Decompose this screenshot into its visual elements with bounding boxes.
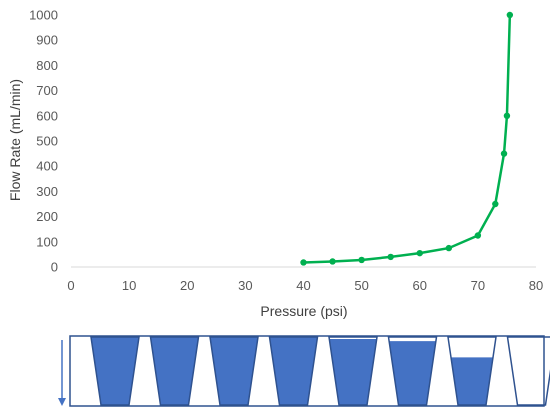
cup-fill bbox=[91, 337, 139, 405]
data-point bbox=[506, 11, 514, 19]
cup-fill bbox=[150, 337, 199, 405]
cup-outline bbox=[149, 336, 200, 406]
x-tick-label: 10 bbox=[122, 278, 136, 293]
down-arrow-icon bbox=[58, 398, 66, 406]
y-axis-title: Flow Rate (mL/min) bbox=[7, 79, 23, 201]
data-point bbox=[445, 244, 453, 252]
x-tick-label: 20 bbox=[180, 278, 194, 293]
data-point bbox=[492, 200, 499, 208]
data-point bbox=[329, 258, 336, 265]
cup-outline bbox=[506, 336, 550, 406]
cup-outline bbox=[447, 336, 497, 406]
cup-fill bbox=[451, 357, 493, 405]
data-point bbox=[500, 150, 508, 157]
x-axis-title: Pressure (psi) bbox=[260, 303, 347, 319]
x-tick-label: 80 bbox=[529, 278, 543, 293]
y-tick-label: 300 bbox=[36, 184, 58, 199]
cup-outline bbox=[328, 336, 378, 406]
x-tick-label: 0 bbox=[67, 278, 74, 293]
x-tick-label: 40 bbox=[296, 278, 310, 293]
schematic-frame bbox=[69, 335, 545, 407]
x-tick-label: 50 bbox=[354, 278, 368, 293]
y-tick-label: 0 bbox=[51, 260, 58, 275]
x-axis-ticks: 0 10 20 30 40 50 60 70 80 bbox=[67, 278, 543, 293]
cup-outline bbox=[268, 336, 319, 406]
y-tick-label: 200 bbox=[36, 209, 58, 224]
data-point bbox=[387, 253, 394, 261]
y-tick-label: 800 bbox=[36, 58, 58, 73]
x-tick-label: 60 bbox=[413, 278, 427, 293]
cup-outline bbox=[209, 336, 259, 406]
data-point bbox=[474, 232, 482, 239]
data-point bbox=[300, 259, 307, 266]
y-tick-label: 700 bbox=[36, 83, 58, 98]
cup-fill bbox=[210, 337, 258, 405]
y-tick-label: 100 bbox=[36, 234, 58, 249]
y-tick-label: 1000 bbox=[29, 8, 58, 23]
data-point bbox=[503, 112, 511, 120]
x-tick-label: 30 bbox=[238, 278, 252, 293]
y-axis-ticks: 0 100 200 300 400 500 600 700 800 900 1000 bbox=[29, 8, 58, 275]
cup-outline bbox=[90, 336, 140, 406]
y-tick-label: 600 bbox=[36, 108, 58, 123]
y-tick-label: 400 bbox=[36, 159, 58, 174]
y-tick-label: 500 bbox=[36, 134, 58, 149]
cup-fill bbox=[389, 341, 436, 405]
series-points bbox=[300, 11, 514, 266]
flow-rate-chart: 0 100 200 300 400 500 600 700 800 900 1000 0 10 20 30… bbox=[7, 8, 543, 320]
cup-blocks bbox=[90, 336, 550, 406]
data-point bbox=[358, 256, 365, 264]
cup-fill bbox=[269, 337, 318, 405]
data-point bbox=[416, 249, 423, 257]
cup-fill bbox=[329, 339, 377, 405]
cup-outline bbox=[387, 336, 438, 406]
y-tick-label: 900 bbox=[36, 33, 58, 48]
x-tick-label: 70 bbox=[471, 278, 485, 293]
